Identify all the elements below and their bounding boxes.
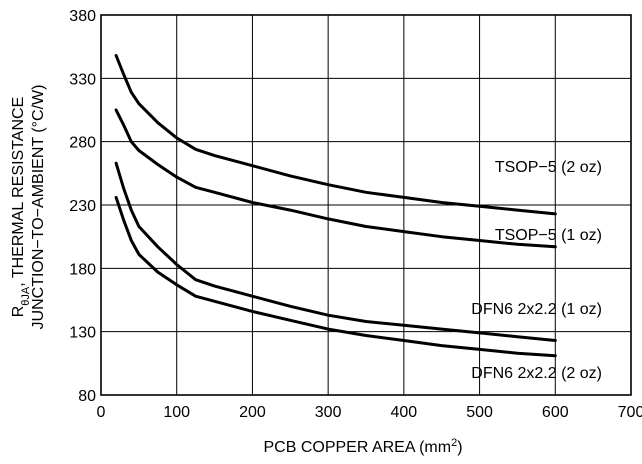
y-tick-label: 80 bbox=[78, 388, 96, 405]
y-axis-title-r: R bbox=[10, 306, 27, 318]
y-tick-label: 230 bbox=[69, 198, 96, 215]
y-axis-title-sub: θJA bbox=[20, 286, 32, 306]
x-tick-labels: 0 100 200 300 400 500 600 700 bbox=[97, 404, 642, 421]
series-line bbox=[114, 108, 557, 249]
series-line bbox=[114, 161, 557, 342]
y-axis-title: RθJA, THERMAL RESISTANCE JUNCTION−TO−AMB… bbox=[10, 85, 47, 330]
x-tick-label: 300 bbox=[315, 404, 342, 421]
x-axis-title-main: PCB COPPER AREA (mm bbox=[263, 439, 451, 456]
x-tick-label: 100 bbox=[163, 404, 190, 421]
x-tick-label: 200 bbox=[239, 404, 266, 421]
y-axis-title-line1: RθJA, THERMAL RESISTANCE bbox=[10, 97, 32, 318]
x-axis-title-end: ) bbox=[457, 439, 462, 456]
y-tick-label: 130 bbox=[69, 325, 96, 342]
series-label: DFN6 2x2.2 (2 oz) bbox=[471, 365, 602, 382]
y-tick-label: 330 bbox=[69, 71, 96, 88]
grid bbox=[101, 15, 631, 395]
x-tick-label: 600 bbox=[542, 404, 569, 421]
y-axis-title-rest: , THERMAL RESISTANCE bbox=[10, 97, 27, 287]
x-tick-label: 400 bbox=[391, 404, 418, 421]
y-tick-label: 380 bbox=[69, 8, 96, 25]
x-axis-title-sup: 2 bbox=[451, 437, 457, 449]
y-tick-label: 180 bbox=[69, 261, 96, 278]
x-tick-label: 500 bbox=[466, 404, 493, 421]
series-group bbox=[114, 54, 557, 358]
series-label: TSOP−5 (2 oz) bbox=[495, 159, 602, 176]
y-tick-label: 280 bbox=[69, 135, 96, 152]
y-tick-labels: 80 130 180 230 280 330 380 bbox=[69, 8, 96, 405]
series-labels: TSOP−5 (1 oz) TSOP−5 (2 oz) DFN6 2x2.2 (1 … bbox=[471, 159, 602, 382]
series-label: TSOP−5 (1 oz) bbox=[495, 227, 602, 244]
y-axis-title-line2: JUNCTION−TO−AMBIENT (°C/W) bbox=[30, 85, 47, 330]
x-tick-label: 700 bbox=[618, 404, 642, 421]
x-tick-label: 0 bbox=[97, 404, 106, 421]
series-line bbox=[114, 54, 557, 216]
series-label: DFN6 2x2.2 (1 oz) bbox=[471, 301, 602, 318]
series-line bbox=[114, 195, 557, 358]
x-axis-title: PCB COPPER AREA (mm2) bbox=[263, 437, 462, 456]
plot-frame bbox=[100, 14, 632, 396]
